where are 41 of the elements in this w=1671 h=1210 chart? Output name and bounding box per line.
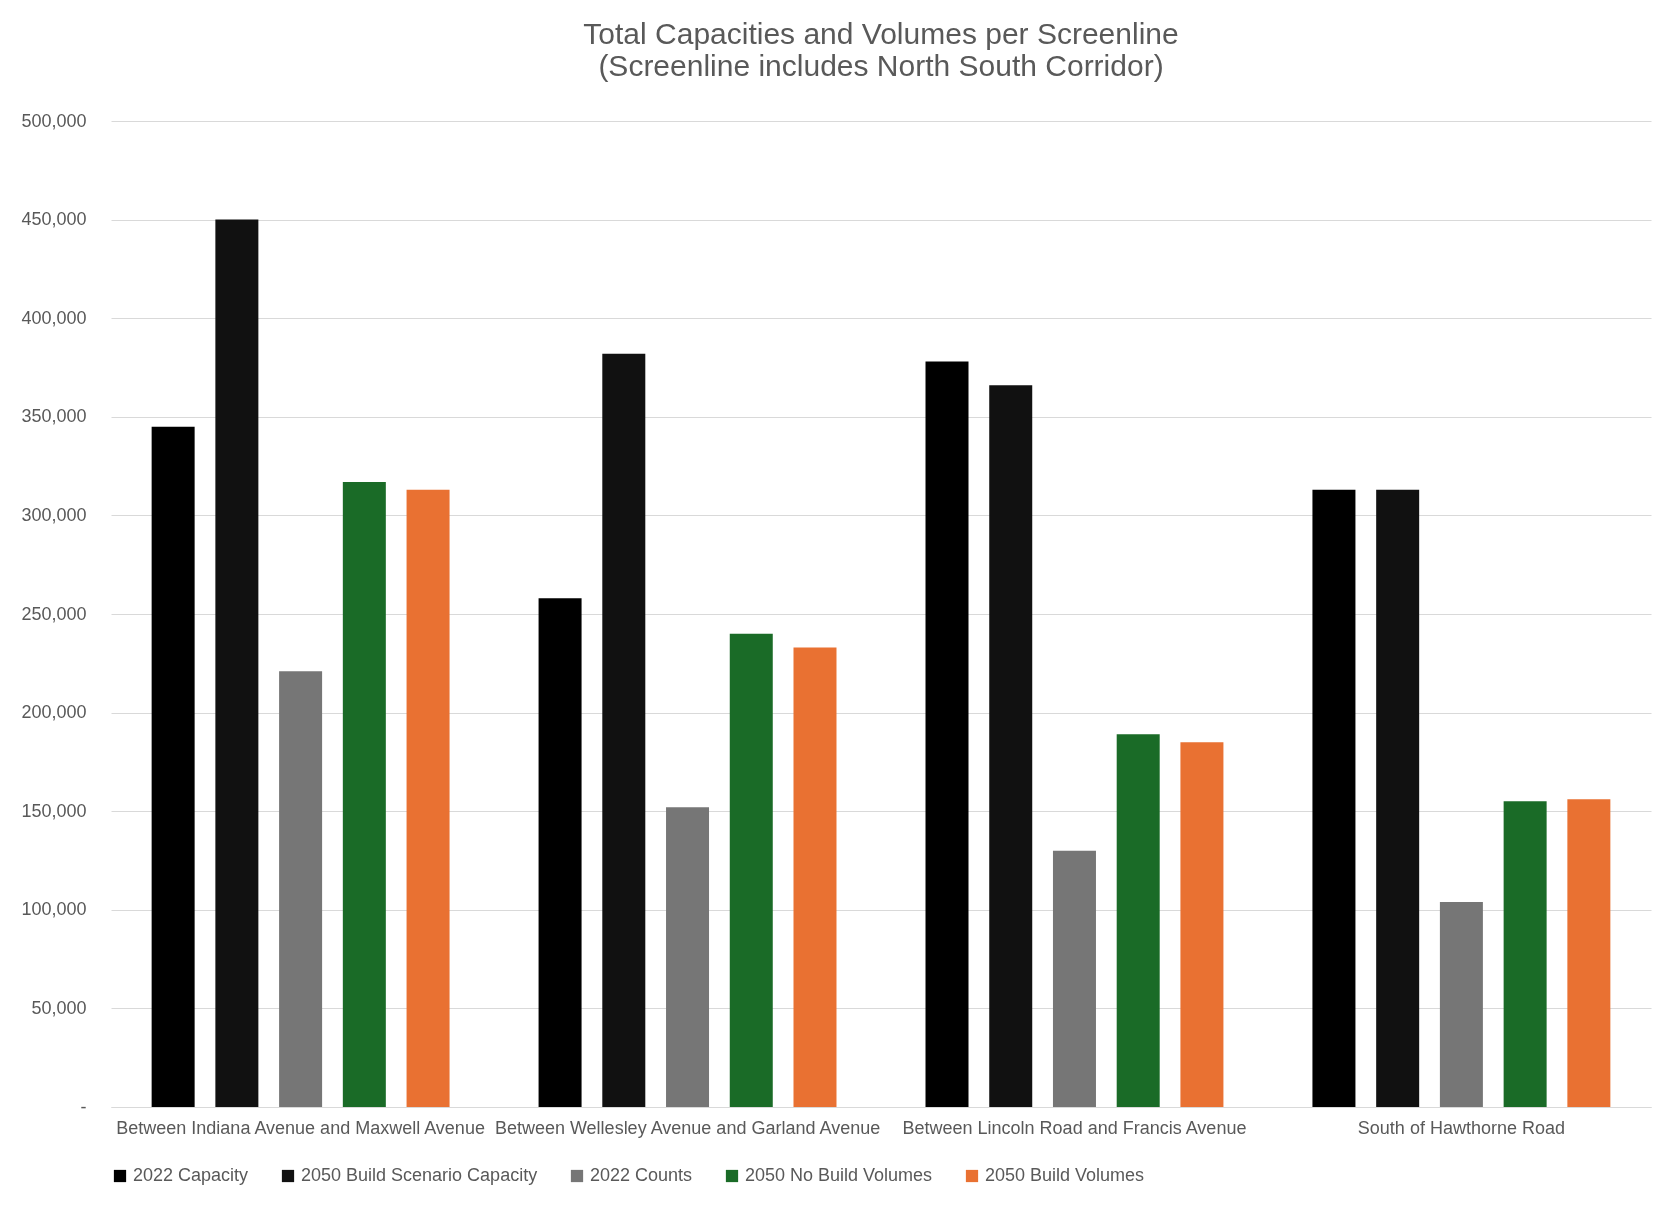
bar — [729, 633, 773, 1107]
y-tick-label: 250,000 — [21, 603, 87, 624]
bar — [602, 353, 646, 1107]
x-tick-label: Between Indiana Avenue and Maxwell Avenue — [116, 1117, 485, 1138]
legend-label: 2050 Build Volumes — [985, 1165, 1145, 1185]
bar — [342, 481, 386, 1107]
bar — [279, 671, 323, 1107]
legend-label: 2022 Capacity — [133, 1165, 249, 1185]
bar — [1312, 489, 1356, 1107]
y-tick-label: 150,000 — [21, 800, 87, 821]
y-tick-label: 450,000 — [21, 209, 87, 230]
y-tick-label: 50,000 — [31, 997, 87, 1018]
x-tick-label: Between Lincoln Road and Francis Avenue — [902, 1117, 1247, 1138]
bar — [989, 385, 1033, 1107]
chart-title: Total Capacities and Volumes per Screenline (Screenline includes North South Corridor) — [583, 17, 1179, 82]
bar — [1503, 801, 1547, 1107]
bar — [1439, 901, 1483, 1107]
bar — [1116, 734, 1160, 1107]
bar — [793, 647, 837, 1107]
bar — [151, 426, 195, 1107]
x-tick-label: South of Hawthorne Road — [1357, 1117, 1565, 1138]
x-tick-label: Between Wellesley Avenue and Garland Avenue — [494, 1117, 881, 1138]
bar — [1567, 799, 1611, 1107]
y-tick-label: 200,000 — [21, 702, 87, 723]
y-tick-label: 350,000 — [21, 406, 87, 427]
y-tick-label: - — [80, 1096, 87, 1117]
legend-label: 2050 No Build Volumes — [745, 1165, 933, 1185]
y-tick-label: 400,000 — [21, 307, 87, 328]
bar — [925, 361, 969, 1107]
y-tick-label: 100,000 — [21, 899, 87, 920]
bar — [666, 807, 710, 1107]
legend-label: 2022 Counts — [590, 1165, 693, 1185]
legend-label: 2050 Build Scenario Capacity — [301, 1165, 538, 1185]
bar — [215, 219, 259, 1107]
bar — [538, 598, 582, 1107]
y-tick-label: 300,000 — [21, 504, 87, 525]
y-tick-label: 500,000 — [21, 110, 87, 131]
bar — [1052, 850, 1096, 1107]
bar — [1376, 489, 1420, 1107]
bar — [406, 489, 450, 1107]
bar — [1180, 742, 1224, 1107]
